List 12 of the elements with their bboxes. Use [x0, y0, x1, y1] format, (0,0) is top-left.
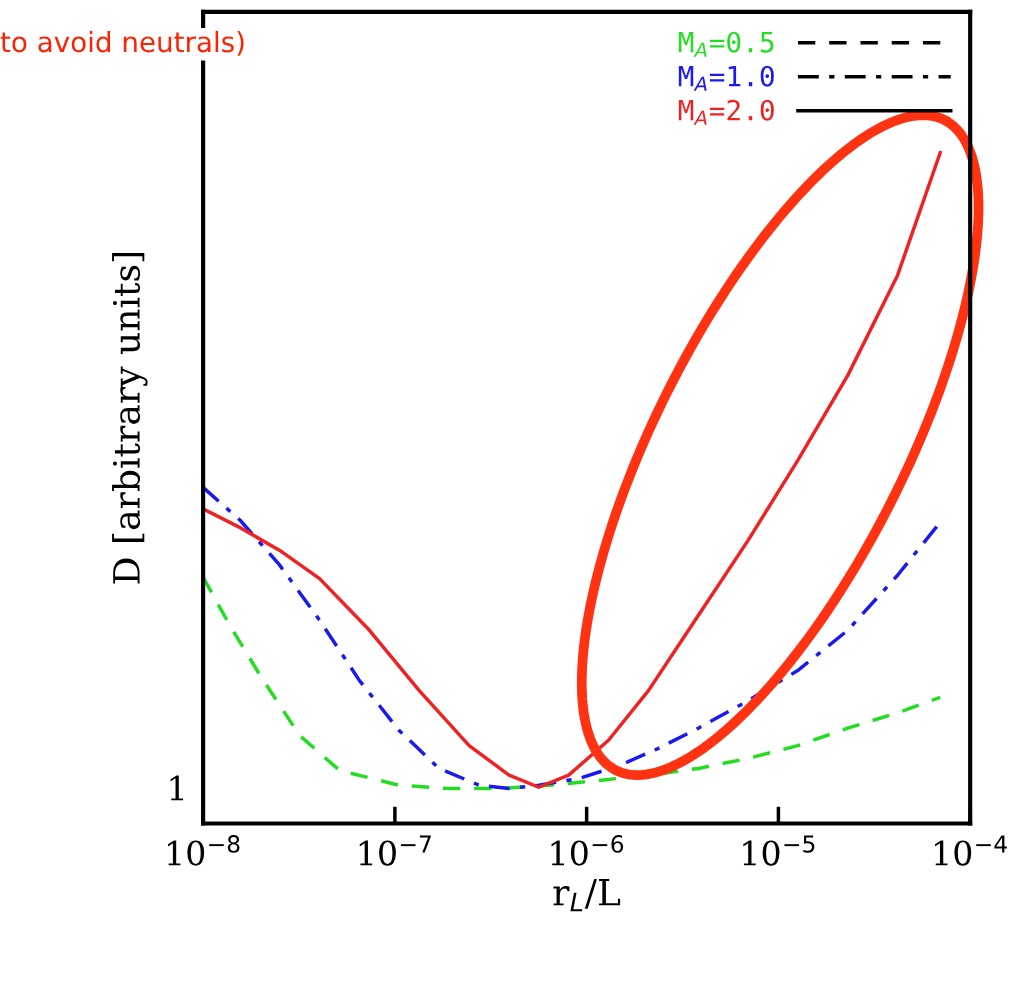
- y-axis-title: D [arbitrary units]: [112, 252, 148, 584]
- text: M$_{A}$=1.0: [678, 65, 774, 91]
- x-tick-label: 10$^{−5}$: [743, 835, 815, 866]
- text: M$_{A}$=0.5: [678, 31, 774, 57]
- text: M$_{A}$=2.0: [678, 99, 774, 125]
- text: to avoid neutrals): [0, 30, 244, 56]
- x-tick-label: 10$^{−8}$: [168, 835, 240, 866]
- text: 1: [170, 775, 184, 801]
- x-tick-label: 10$^{−7}$: [359, 835, 431, 866]
- x-axis-title: r$_{L}$/L: [553, 879, 621, 912]
- x-tick-label: 10$^{−4}$: [935, 835, 1007, 866]
- x-tick-label: 10$^{−6}$: [551, 835, 624, 866]
